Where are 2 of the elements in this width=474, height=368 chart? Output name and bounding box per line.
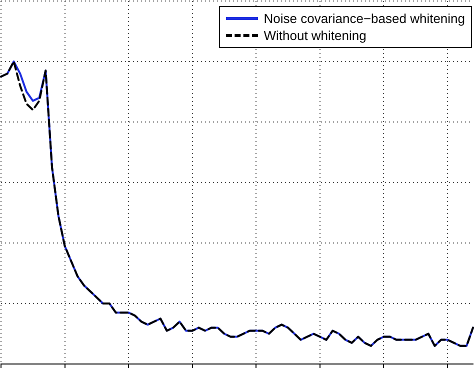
legend-label: Without whitening (264, 27, 366, 44)
legend-label: Noise covariance−based whitening (264, 10, 465, 27)
